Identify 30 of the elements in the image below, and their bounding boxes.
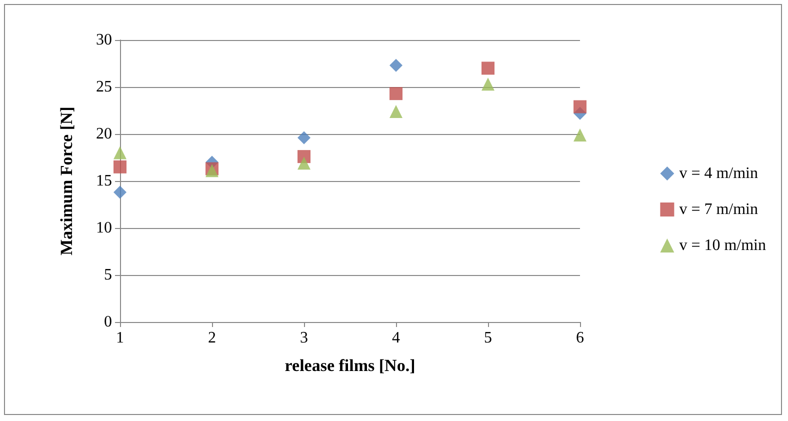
point xyxy=(482,78,494,91)
y-tick-label: 20 xyxy=(96,126,112,142)
point xyxy=(574,100,586,114)
point xyxy=(390,87,402,100)
legend-label: v = 7 m/min xyxy=(679,201,758,218)
legend-label: v = 4 m/min xyxy=(679,165,758,182)
point xyxy=(298,156,310,170)
point xyxy=(114,160,126,174)
y-tick-label: 15 xyxy=(96,172,112,190)
y-tick-label: 10 xyxy=(96,220,112,236)
point xyxy=(482,62,494,75)
point xyxy=(114,146,126,160)
x-tick-label: 2 xyxy=(208,330,216,346)
x-tick-label: 3 xyxy=(300,330,308,346)
point xyxy=(298,131,310,144)
y-tick-label: 0 xyxy=(104,314,112,330)
point xyxy=(574,128,586,142)
point xyxy=(390,58,402,72)
y-tick-label: 5 xyxy=(104,266,112,284)
x-tick-label: 5 xyxy=(484,330,492,346)
x-tick-label: 6 xyxy=(576,330,584,346)
x-axis-title: release films [No.] xyxy=(284,356,416,375)
point xyxy=(390,104,402,118)
x-tick-label: 4 xyxy=(392,330,400,346)
y-tick-label: 30 xyxy=(96,32,112,48)
x-tick-label: 1 xyxy=(116,330,124,346)
point xyxy=(114,186,126,199)
y-axis-title: Maximum Force [N] xyxy=(57,106,76,256)
y-tick-label: 25 xyxy=(96,78,112,96)
legend-label: v = 10 m/min xyxy=(679,237,766,254)
